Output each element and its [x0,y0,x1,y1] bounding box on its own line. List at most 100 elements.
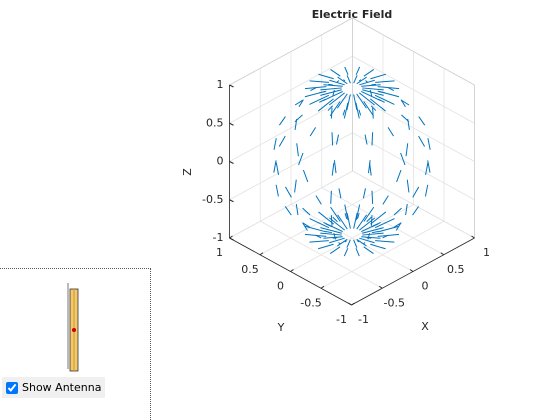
quiver-arrow [353,212,358,229]
quiver-arrow [309,240,329,243]
quiver-arrow [294,179,297,193]
show-antenna-toggle[interactable]: Show Antenna [2,377,105,398]
quiver-arrow [358,79,362,82]
quiver-arrow [418,116,426,126]
quiver-arrow [424,184,429,197]
quiver-arrow [427,138,431,150]
quiver-arrow [359,237,375,244]
quiver-arrow [362,89,384,96]
quiver-arrow [323,90,343,102]
quiver-arrow [295,203,299,216]
quiver-arrow [336,134,340,145]
quiver-arrow [356,240,360,243]
quiver-arrow [412,206,420,216]
quiver-arrow [396,169,402,183]
z-tick-label: -0.5 [202,193,223,206]
quiver-arrow [370,73,386,80]
quiver-arrow [331,162,335,176]
quiver-arrow [346,75,351,84]
quiver-arrow [310,87,317,91]
quiver-arrow [323,221,343,233]
show-antenna-checkbox[interactable] [6,381,18,394]
quiver-arrow [356,76,367,85]
quiver-arrow [346,212,351,229]
quiver-arrow [330,206,341,222]
quiver-arrow [337,214,348,230]
quiver-arrow [355,66,361,75]
y-tick-label: 1 [216,246,223,259]
quiver-arrow [329,79,345,86]
quiver-arrow [302,169,309,183]
quiver-arrow [359,92,375,106]
quiver-arrow [372,107,374,119]
quiver-arrow [332,89,335,97]
quiver-arrow [320,87,342,91]
quiver-arrow [329,101,341,117]
quiver-arrow [358,109,362,116]
quiver-arrow [355,102,360,119]
x-tick [409,269,414,272]
quiver-arrow [309,127,317,137]
quiver-arrow [318,243,334,250]
quiver-arrow [361,90,381,102]
quiver-arrow [353,94,358,111]
quiver-arrow [346,239,351,248]
quiver-arrow [330,190,332,204]
z-tick [229,84,234,88]
x-tick-label: -0.5 [384,296,405,309]
x-tick [440,252,445,256]
y-axis-label: Y [277,321,285,334]
show-antenna-label: Show Antenna [22,381,102,394]
y-tick-label: -0.5 [300,296,321,309]
quiver-arrow [284,186,292,198]
quiver-arrow [327,105,334,111]
quiver-arrow [328,92,345,106]
quiver-arrow [370,243,386,250]
quiver-arrow [377,86,400,90]
quiver-arrow [363,69,375,77]
z-tick [229,161,234,164]
x-axis-label: X [421,320,429,333]
grid-line [290,204,414,272]
quiver-arrow [412,186,420,198]
x-tick [471,235,475,239]
quiver-arrow [359,217,376,231]
quiver-arrow [355,248,360,257]
quiver-arrow [370,211,387,225]
quiver-arrow [344,213,348,219]
grid-line [229,132,353,201]
quiver-arrow [318,73,334,80]
quiver-arrow [304,86,327,90]
antenna-feed [72,328,76,332]
quiver-arrow [302,222,311,228]
quiver-arrow [329,217,345,231]
quiver-arrow [375,240,395,243]
quiver-arrow [296,143,299,157]
quiver-arrow [325,231,333,234]
quiver-arrow [336,93,348,109]
quiver-arrow [298,152,304,166]
quiver-arrow [425,162,429,175]
quiver-arrow [331,132,334,146]
quiver-arrow [320,89,342,96]
quiver-arrow [371,231,379,234]
quiver-arrow [368,160,371,174]
quiver-arrow [309,80,329,83]
quiver-arrow [338,188,342,199]
quiver-arrow [320,232,342,236]
quiver-arrow [304,233,327,237]
box-edge [352,17,475,86]
quiver-arrow [427,160,431,173]
x-tick-label: 1 [483,246,490,259]
grid-line [352,170,475,239]
quiver-arrow [355,204,361,221]
quiver-arrow [353,239,358,248]
quiver-arrow [317,98,334,112]
quiver-arrow [374,94,395,105]
quiver-arrow [362,232,384,236]
quiver-arrow [275,184,279,197]
z-axis-label: Z [181,168,194,176]
quiver-arrow [309,94,330,105]
quiver-arrow [382,195,389,205]
